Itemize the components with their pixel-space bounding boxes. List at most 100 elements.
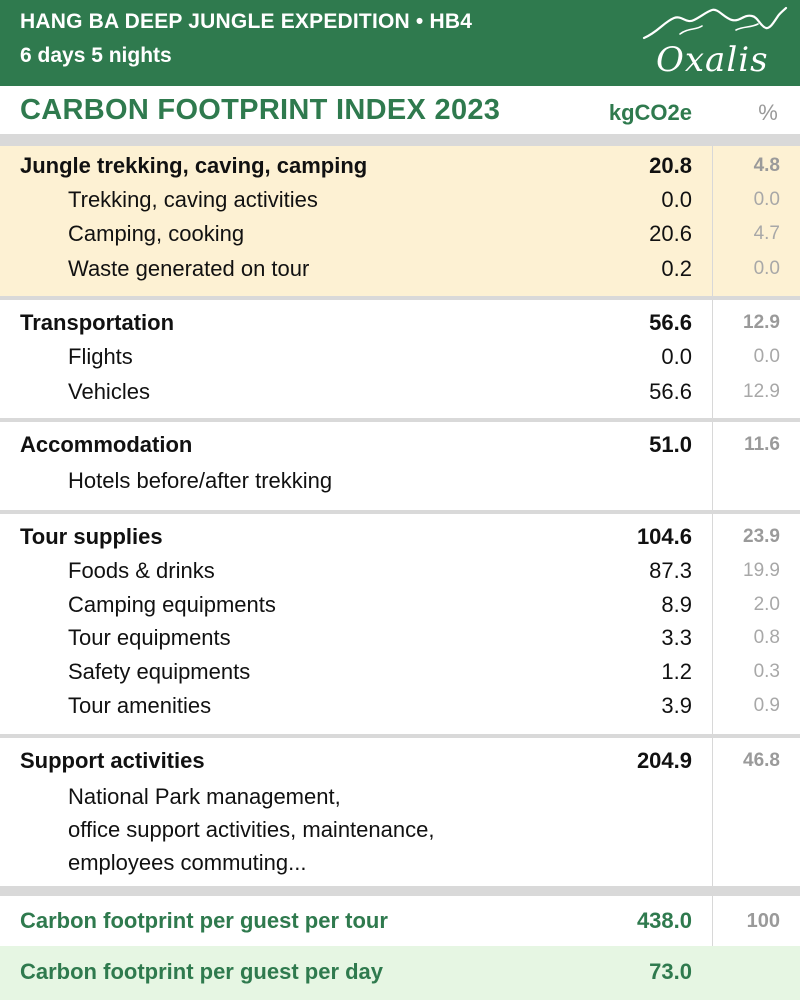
section-percent: 23.9: [743, 526, 780, 547]
section-jungle-trekking: Jungle trekking, caving, camping 20.8 4.…: [0, 146, 800, 296]
item-value: 0.0: [661, 344, 692, 369]
total-per-tour-percent: 100: [746, 910, 780, 932]
description-line: office support activities, maintenance,: [68, 817, 435, 842]
page-header: HANG BA DEEP JUNGLE EXPEDITION • HB4 6 d…: [0, 0, 800, 86]
item-label: Flights: [68, 344, 133, 369]
total-per-day-label: Carbon footprint per guest per day: [20, 959, 384, 984]
item-percent: 0.0: [753, 189, 780, 210]
item-percent: 0.0: [753, 346, 780, 367]
item-label: Trekking, caving activities: [68, 187, 318, 212]
item-value: 1.2: [661, 659, 692, 684]
section-value: 204.9: [636, 748, 692, 773]
section-value: 51.0: [649, 432, 692, 457]
item-percent: 0.0: [753, 258, 780, 279]
section-tour-supplies: Tour supplies 104.6 23.9 Foods & drinks …: [0, 514, 800, 734]
total-per-day-value: 73.0: [649, 959, 692, 984]
section-header-row: Accommodation 51.0 11.6: [0, 428, 800, 462]
logo-wordmark: Oxalis: [656, 40, 769, 80]
table-row: Tour amenities 3.9 0.9: [0, 689, 800, 723]
table-row: Safety equipments 1.2 0.3: [0, 655, 800, 689]
section-header-row: Jungle trekking, caving, camping 20.8 4.…: [0, 149, 800, 183]
section-label: Support activities: [20, 748, 205, 773]
item-label: Camping equipments: [68, 592, 276, 617]
table-row: Flights 0.0 0.0: [0, 340, 800, 374]
section-value: 20.8: [649, 153, 692, 178]
item-label: Waste generated on tour: [68, 256, 310, 281]
table-row: Foods & drinks 87.3 19.9: [0, 554, 800, 588]
item-label: Tour amenities: [68, 693, 212, 718]
unit-column-header: kgCO2e: [608, 100, 692, 125]
description-line: employees commuting...: [68, 850, 307, 875]
table-row: Camping equipments 8.9 2.0: [0, 588, 800, 622]
separator: [0, 734, 800, 738]
section-percent: 46.8: [743, 750, 780, 771]
section-percent: 11.6: [744, 434, 780, 455]
separator: [0, 296, 800, 300]
item-label: Vehicles: [68, 379, 150, 404]
column-divider: [712, 146, 713, 296]
section-percent: 4.8: [753, 155, 780, 176]
total-per-tour-value: 438.0: [636, 908, 692, 933]
section-label: Transportation: [20, 310, 175, 335]
section-header-row: Transportation 56.6 12.9: [0, 306, 800, 340]
section-label: Accommodation: [20, 432, 193, 457]
separator: [0, 886, 800, 896]
percent-column-header: %: [758, 100, 778, 125]
mountain-logo-icon: [642, 6, 788, 40]
column-divider: [712, 514, 713, 734]
separator: [0, 418, 800, 422]
separator: [0, 134, 800, 146]
column-divider: [712, 422, 713, 510]
total-per-day-row: Carbon footprint per guest per day 73.0: [0, 946, 800, 1000]
item-label: Hotels before/after trekking: [68, 468, 333, 493]
table-row: Trekking, caving activities 0.0 0.0: [0, 183, 800, 217]
item-value: 8.9: [661, 592, 692, 617]
item-percent: 2.0: [753, 594, 780, 615]
section-label: Tour supplies: [20, 524, 163, 549]
item-value: 0.0: [661, 187, 692, 212]
tour-duration: 6 days 5 nights: [20, 44, 172, 67]
item-value: 3.3: [661, 625, 692, 650]
section-percent: 12.9: [743, 312, 780, 333]
table-title-bar: CARBON FOOTPRINT INDEX 2023 kgCO2e %: [0, 86, 800, 134]
section-value: 56.6: [649, 310, 692, 335]
page-title: CARBON FOOTPRINT INDEX 2023: [20, 94, 501, 126]
item-value: 56.6: [649, 379, 692, 404]
item-label: Safety equipments: [68, 659, 251, 684]
table-row: Vehicles 56.6 12.9: [0, 375, 800, 409]
item-percent: 12.9: [743, 381, 780, 402]
section-support-activities: Support activities 204.9 46.8 National P…: [0, 738, 800, 886]
item-value: 3.9: [661, 693, 692, 718]
section-label: Jungle trekking, caving, camping: [20, 153, 368, 178]
item-value: 0.2: [661, 256, 692, 281]
item-value: 20.6: [649, 221, 692, 246]
total-per-tour-row: Carbon footprint per guest per tour 438.…: [0, 896, 800, 946]
section-transportation: Transportation 56.6 12.9 Flights 0.0 0.0…: [0, 300, 800, 418]
section-header-row: Support activities 204.9 46.8: [0, 744, 800, 778]
item-percent: 4.7: [753, 223, 780, 244]
column-divider: [712, 738, 713, 886]
tour-name: HANG BA DEEP JUNGLE EXPEDITION • HB4: [20, 10, 473, 33]
item-percent: 19.9: [743, 560, 780, 581]
section-value: 104.6: [636, 524, 692, 549]
item-percent: 0.8: [753, 627, 780, 648]
table-row: Tour equipments 3.3 0.8: [0, 621, 800, 655]
table-row: Camping, cooking 20.6 4.7: [0, 217, 800, 251]
column-divider: [712, 896, 713, 946]
section-accommodation: Accommodation 51.0 11.6 Hotels before/af…: [0, 422, 800, 510]
oxalis-logo: Oxalis: [640, 4, 790, 82]
item-label: Camping, cooking: [68, 221, 245, 246]
item-percent: 0.9: [753, 695, 780, 716]
table-row: Hotels before/after trekking: [0, 464, 800, 498]
description-line: National Park management,: [68, 784, 341, 809]
section-description: National Park management, office support…: [68, 780, 434, 879]
section-header-row: Tour supplies 104.6 23.9: [0, 520, 800, 554]
item-label: Foods & drinks: [68, 558, 215, 583]
item-percent: 0.3: [753, 661, 780, 682]
separator: [0, 510, 800, 514]
table-row: Waste generated on tour 0.2 0.0: [0, 252, 800, 286]
column-divider: [712, 300, 713, 418]
item-value: 87.3: [649, 558, 692, 583]
total-per-tour-label: Carbon footprint per guest per tour: [20, 908, 388, 933]
item-label: Tour equipments: [68, 625, 231, 650]
